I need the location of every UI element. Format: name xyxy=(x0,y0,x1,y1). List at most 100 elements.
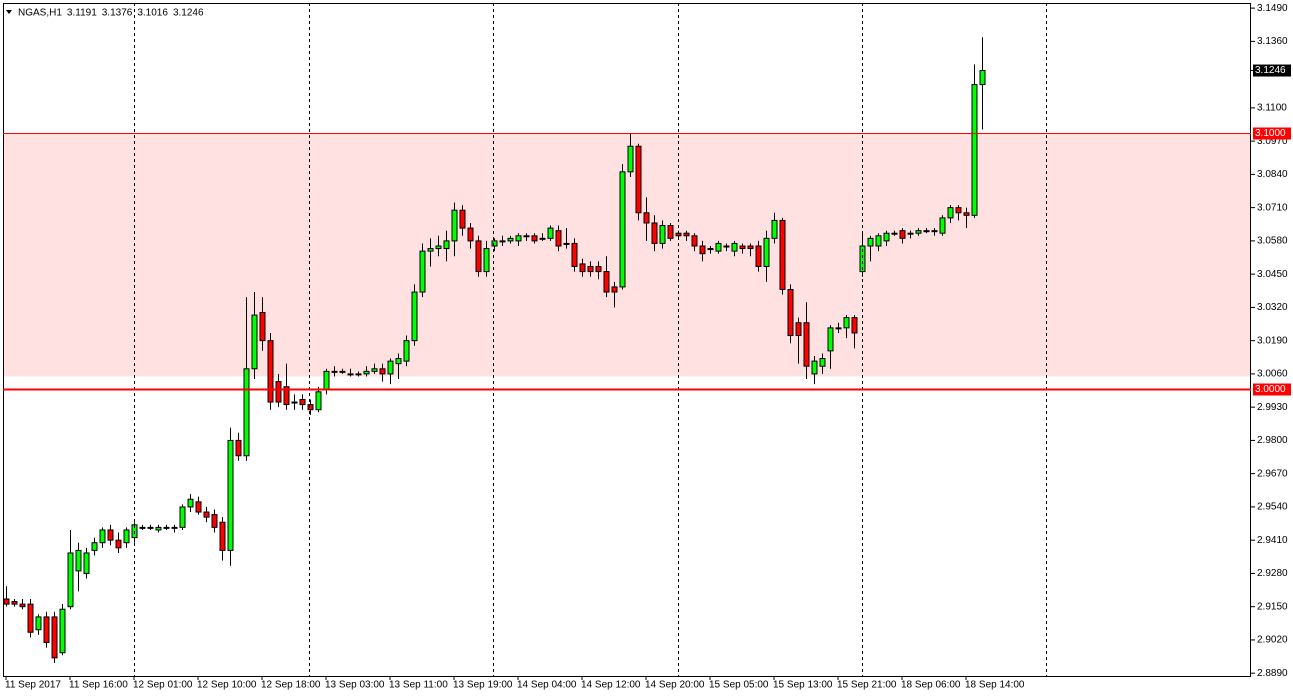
candle-body xyxy=(203,511,210,518)
y-tick-label: 3.0970 xyxy=(1257,136,1288,147)
candle-body xyxy=(443,240,450,250)
candle-body xyxy=(947,207,954,219)
level-label: 3.0000 xyxy=(1255,384,1286,395)
plot-area xyxy=(3,37,1251,663)
candle-body xyxy=(155,526,162,531)
x-tick-label: 15 Sep 21:00 xyxy=(837,680,897,691)
candle-body xyxy=(347,373,354,376)
y-tick-label: 3.0320 xyxy=(1257,302,1288,313)
x-tick-label: 11 Sep 2017 xyxy=(5,680,61,691)
candle-body xyxy=(435,245,442,250)
y-tick-label: 3.0450 xyxy=(1257,269,1288,280)
candle-body xyxy=(571,242,578,267)
x-tick-label: 12 Sep 18:00 xyxy=(261,680,321,691)
candle-body xyxy=(515,235,522,242)
candle-body xyxy=(963,212,970,216)
candle-body xyxy=(907,232,914,235)
candle-body xyxy=(195,501,202,513)
candle-body xyxy=(603,271,610,293)
level-label: 3.1000 xyxy=(1255,128,1286,139)
candle-body xyxy=(547,227,554,239)
candle-body xyxy=(403,340,410,362)
x-tick-label: 18 Sep 14:00 xyxy=(965,680,1025,691)
candle-body xyxy=(891,232,898,235)
y-tick-label: 3.1100 xyxy=(1257,103,1287,114)
candle-body xyxy=(875,235,882,247)
price-label-box xyxy=(1253,64,1291,77)
y-tick-label: 2.9280 xyxy=(1257,568,1288,579)
candle-body xyxy=(59,608,66,654)
x-tick-label: 12 Sep 10:00 xyxy=(197,680,257,691)
candle-body xyxy=(299,398,306,406)
candle-body xyxy=(75,549,82,572)
candle-body xyxy=(331,370,338,373)
candle-body xyxy=(427,248,434,252)
candle-body xyxy=(835,327,842,330)
candle-body xyxy=(107,529,114,541)
candle-body xyxy=(235,439,242,457)
candle-body xyxy=(779,219,786,290)
candle-body xyxy=(931,230,938,233)
candle-body xyxy=(355,373,362,376)
x-tick-label: 13 Sep 19:00 xyxy=(453,680,513,691)
candle-body xyxy=(579,263,586,273)
y-tick-label: 2.9020 xyxy=(1257,635,1288,646)
header-high: 3.1376 xyxy=(102,7,133,18)
candle-body xyxy=(387,360,394,375)
candle-body xyxy=(827,327,834,352)
candle-body xyxy=(371,368,378,372)
candle-body xyxy=(971,84,978,216)
candle-body xyxy=(787,288,794,337)
candle-body xyxy=(451,209,458,242)
candle-body xyxy=(315,391,322,411)
candle-body xyxy=(763,237,770,267)
level-label-box xyxy=(1253,383,1291,396)
candle-body xyxy=(499,240,506,243)
candle-body xyxy=(707,248,714,251)
candle-body xyxy=(859,245,866,273)
candle-body xyxy=(139,526,146,529)
candle-body xyxy=(683,232,690,237)
candle-body xyxy=(619,171,626,288)
candle-body xyxy=(755,245,762,267)
x-tick-label: 14 Sep 04:00 xyxy=(517,680,577,691)
x-tick-label: 11 Sep 16:00 xyxy=(69,680,128,691)
y-tick-label: 3.1360 xyxy=(1257,36,1288,47)
candle-body xyxy=(723,245,730,248)
x-tick-label: 12 Sep 01:00 xyxy=(133,680,193,691)
candle-body xyxy=(307,404,314,411)
x-tick-label: 13 Sep 03:00 xyxy=(325,680,385,691)
x-tick-label: 13 Sep 11:00 xyxy=(389,680,448,691)
y-tick-label: 3.0840 xyxy=(1257,169,1288,180)
period-separators xyxy=(134,3,1047,676)
candle-body xyxy=(11,601,18,605)
zone xyxy=(4,133,1251,377)
candle-body xyxy=(475,240,482,273)
candle-body xyxy=(3,598,10,605)
x-tick-label: 14 Sep 12:00 xyxy=(581,680,641,691)
candle-body xyxy=(483,248,490,273)
candle-body xyxy=(91,542,98,551)
candle-body xyxy=(323,370,330,390)
price-label: 3.1246 xyxy=(1255,65,1286,76)
candle-body xyxy=(43,616,50,643)
y-tick-label: 2.9410 xyxy=(1257,535,1288,546)
candle-body xyxy=(731,242,738,252)
x-tick-label: 15 Sep 13:00 xyxy=(773,680,833,691)
candle-body xyxy=(771,219,778,239)
candle-body xyxy=(363,370,370,375)
candle-body xyxy=(467,227,474,242)
candle-body xyxy=(19,603,26,608)
candle-body xyxy=(379,368,386,375)
plot-border xyxy=(3,3,1251,677)
candle-body xyxy=(715,242,722,252)
symbol: NGAS,H1 xyxy=(18,7,62,18)
candle-body xyxy=(163,526,170,529)
candle-body xyxy=(587,265,594,273)
candle-body xyxy=(179,506,186,528)
candle-body xyxy=(531,235,538,242)
y-tick-label: 3.1490 xyxy=(1257,3,1288,14)
candle-body xyxy=(123,529,130,544)
x-tick-label: 18 Sep 06:00 xyxy=(901,680,961,691)
